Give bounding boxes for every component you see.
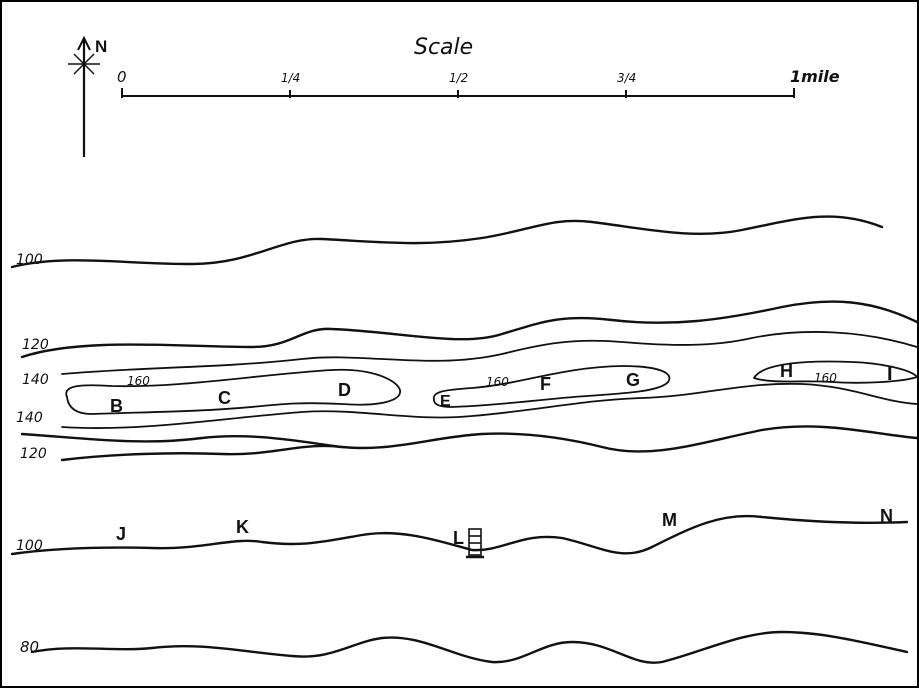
contour-140-lower: [61, 382, 917, 429]
contour-label-80: 80: [20, 638, 39, 656]
point-F: F: [540, 374, 551, 394]
scale-tick-0: 0: [117, 68, 127, 86]
contour-120-lower: [20, 425, 917, 453]
scale-tick-three-quarter: 3/4: [617, 71, 636, 85]
contour-160-east-loop: [753, 360, 917, 384]
point-I: I: [887, 363, 893, 385]
point-E: E: [440, 393, 451, 410]
contour-label-120-upper: 120: [22, 337, 49, 353]
contour-140-upper: [61, 331, 917, 375]
point-B: B: [110, 396, 123, 416]
point-J: J: [116, 524, 126, 544]
north-arrow-head: [77, 35, 91, 51]
contour-120-lower-outer: [60, 444, 344, 462]
scale-tick-quarter: 1/4: [281, 71, 300, 85]
scale-title: Scale: [414, 35, 473, 60]
scale-tick-half: 1/2: [449, 71, 468, 85]
compass-star-icon: [68, 52, 100, 78]
point-C: C: [218, 388, 231, 408]
contour-100-top: [10, 215, 884, 269]
contour-160-west-loop: [65, 368, 401, 415]
contour-label-120-lower: 120: [20, 446, 47, 462]
contour-label-160-central: 160: [486, 375, 509, 389]
contour-label-100-top: 100: [16, 252, 43, 268]
scale-bar: Scale 0 1/4 1/2 3/4 1mile: [117, 35, 840, 98]
contour-label-160-west: 160: [127, 374, 150, 388]
point-K: K: [236, 517, 249, 537]
north-label: N: [95, 37, 107, 56]
point-L: L: [453, 528, 464, 548]
point-M: M: [662, 510, 677, 530]
contour-label-140-upper: 140: [22, 372, 49, 388]
scale-tick-one-mile: 1mile: [790, 67, 840, 86]
point-D: D: [338, 380, 351, 400]
contour-160-central-loop: [432, 365, 671, 408]
point-G: G: [626, 370, 640, 390]
point-H: H: [780, 361, 793, 381]
contour-label-160-east: 160: [814, 371, 837, 385]
contour-label-100-lower: 100: [16, 538, 43, 554]
north-arrow: N: [68, 35, 107, 157]
contour-120-upper: [20, 300, 917, 359]
tower-icon: [466, 528, 484, 559]
contour-80: [30, 630, 909, 664]
contour-label-140-lower: 140: [16, 410, 43, 426]
point-N: N: [880, 506, 893, 526]
